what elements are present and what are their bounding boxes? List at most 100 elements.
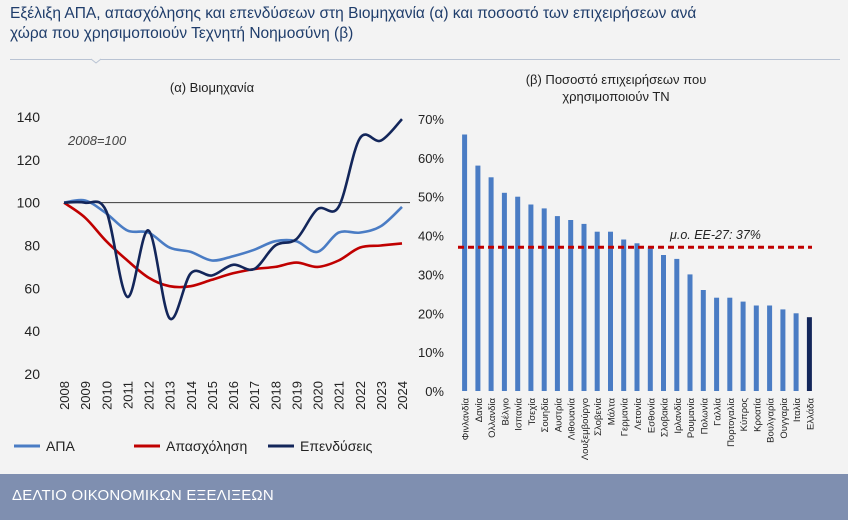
chart-a-ytick-label: 40 xyxy=(24,323,40,339)
chart-a-annotation: 2008=100 xyxy=(67,133,127,148)
charts-area: (α) Βιομηχανία 2008=100 20 40 60 80 100 120 140 2… xyxy=(14,72,816,460)
chart-a-ytick-label: 20 xyxy=(24,366,40,382)
chart-b-bar xyxy=(475,165,481,391)
chart-a-xtick-label: 2021 xyxy=(332,381,347,410)
chart-b-bar xyxy=(462,134,468,391)
chart-b-bar xyxy=(793,313,799,391)
chart-a-xtick-label: 2011 xyxy=(120,381,135,409)
page-title-line-1: Εξέλιξη ΑΠΑ, απασχόλησης και επενδύσεων … xyxy=(10,5,697,22)
chart-a-xtick-label: 2014 xyxy=(184,381,199,410)
chart-b-bar xyxy=(647,247,653,391)
chart-b-bar xyxy=(541,208,547,391)
chart-b-category-label: Βέλγιο xyxy=(500,398,511,425)
chart-b-bar xyxy=(581,223,587,391)
chart-b-category-label: Γαλλία xyxy=(713,397,724,425)
chart-b-bar xyxy=(674,258,680,391)
chart-b-category-label: Τσεχία xyxy=(527,397,538,425)
chart-b-bar xyxy=(661,255,666,391)
chart-a-xtick-label: 2008 xyxy=(57,381,72,410)
chart-b-ytick-label: 40% xyxy=(418,229,444,244)
chart-b-bar xyxy=(740,301,746,391)
legend-item-investment: Επενδύσεις xyxy=(268,438,373,454)
chart-a-ytick-label: 100 xyxy=(17,195,41,211)
chart-b-bar xyxy=(515,196,521,391)
legend-item-employment: Απασχόληση xyxy=(134,438,247,454)
chart-b-bar xyxy=(634,243,640,391)
chart-b-category-label: Ολλανδία xyxy=(487,398,498,438)
chart-b-bar xyxy=(608,231,613,391)
chart-b-bar xyxy=(621,239,627,391)
legend-item-gva: ΑΠΑ xyxy=(14,438,75,454)
chart-b-category-label: Κύπρος xyxy=(739,398,750,432)
chart-a-xtick-label: 2019 xyxy=(289,381,304,410)
chart-b-ytick-label: 0% xyxy=(425,384,444,399)
chart-b-category-label: Σλοβενία xyxy=(593,398,604,436)
chart-b-category-label: Γερμανία xyxy=(620,398,631,437)
footer-publication-name: ΔΕΛΤΙΟ ΟΙΚΟΝΟΜΙΚΩΝ ΕΞΕΛΙΞΕΩΝ xyxy=(12,487,274,504)
header: Εξέλιξη ΑΠΑ, απασχόλησης και επενδύσεων … xyxy=(0,0,848,64)
chart-b-bar xyxy=(806,317,812,391)
chart-b-bar xyxy=(700,290,706,391)
chart-b-ytick-label: 10% xyxy=(418,345,444,360)
chart-b-ytick-label: 70% xyxy=(418,112,444,127)
chart-b-bar xyxy=(714,297,720,391)
chart-b-category-label: Κροατία xyxy=(752,397,763,431)
chart-b-category-label: Φινλανδία xyxy=(461,398,472,441)
chart-a-ytick-label: 140 xyxy=(17,109,41,125)
chart-b-category-label: Ιταλία xyxy=(792,397,803,422)
chart-a-xtick-label: 2018 xyxy=(268,381,283,410)
page-title: Εξέλιξη ΑΠΑ, απασχόλησης και επενδύσεων … xyxy=(10,4,840,44)
chart-b-category-label: Λετονία xyxy=(633,398,644,430)
chart-b-bar xyxy=(753,305,759,391)
chart-b-bar xyxy=(554,216,560,391)
chart-a-xtick-label: 2022 xyxy=(353,381,368,410)
chart-a-title: (α) Βιομηχανία xyxy=(170,80,255,95)
chart-b-category-label: Ουγγαρία xyxy=(779,398,790,439)
chart-a-series-investment-line xyxy=(63,118,403,321)
chart-a-xtick-label: 2023 xyxy=(374,381,389,410)
chart-b-bar xyxy=(501,192,507,391)
page-title-line-2: χώρα που χρησιμοποιούν Τεχνητή Νοημοσύνη… xyxy=(10,25,354,42)
legend-label: ΑΠΑ xyxy=(46,438,75,454)
chart-a-xtick-label: 2020 xyxy=(311,381,326,410)
chart-a-series-employment-line xyxy=(63,201,403,289)
chart-b-ytick-label: 50% xyxy=(418,190,444,205)
title-divider xyxy=(10,59,840,60)
chart-a-xtick-label: 2010 xyxy=(99,381,114,410)
chart-b-bar xyxy=(594,231,600,391)
chart-b-category-label: Σουηδία xyxy=(540,397,551,432)
chart-a-xtick-label: 2013 xyxy=(163,381,178,410)
chart-b-bar xyxy=(727,297,733,391)
chart-a-ytick-label: 80 xyxy=(24,238,40,254)
chart-b-category-label: Λουξεμβούργο xyxy=(580,398,591,460)
chart-b-category-label: Αυστρία xyxy=(553,397,564,432)
chart-b-category-label: Πολωνία xyxy=(699,397,710,434)
legend-label: Απασχόληση xyxy=(166,438,247,454)
chart-b-category-label: Εσθονία xyxy=(646,397,657,433)
chart-b-category-label: Μάλτα xyxy=(606,398,617,426)
chart-b-bar xyxy=(528,204,534,391)
chart-b-bar xyxy=(488,177,494,391)
chart-b-category-label: Σλοβακία xyxy=(660,397,671,437)
chart-b-bar xyxy=(568,220,574,391)
chart-b-ytick-label: 20% xyxy=(418,306,444,321)
chart-b-title-line-1: (β) Ποσοστό επιχειρήσεων που xyxy=(526,72,707,87)
chart-b-category-label: Πορτογαλία xyxy=(726,398,737,447)
chart-b-category-label: Βουλγαρία xyxy=(766,398,777,443)
chart-b-ai-usage: (β) Ποσοστό επιχειρήσεων που χρησιμοποιού… xyxy=(418,72,816,460)
chart-b-category-label: Ισπανία xyxy=(514,398,525,431)
chart-a-xtick-label: 2024 xyxy=(395,381,410,410)
chart-b-bar xyxy=(687,274,693,391)
footer-bar: ΔΕΛΤΙΟ ΟΙΚΟΝΟΜΙΚΩΝ ΕΞΕΛΙΞΕΩΝ xyxy=(0,474,848,520)
chart-a-xtick-label: 2017 xyxy=(247,381,262,410)
chart-a-xtick-label: 2009 xyxy=(78,381,93,410)
chart-b-category-label: Δανία xyxy=(474,398,485,423)
chart-a-ytick-label: 120 xyxy=(17,152,41,168)
chart-b-title-line-2: χρησιμοποιούν ΤΝ xyxy=(562,89,669,104)
chart-b-ytick-label: 60% xyxy=(418,151,444,166)
chart-b-category-label: Ρουμανία xyxy=(686,397,697,438)
chart-b-ytick-label: 30% xyxy=(418,267,444,282)
chart-b-category-label: Λιθουανία xyxy=(567,398,578,441)
chart-a-xtick-label: 2012 xyxy=(142,381,157,410)
chart-a-ytick-label: 60 xyxy=(24,280,40,296)
